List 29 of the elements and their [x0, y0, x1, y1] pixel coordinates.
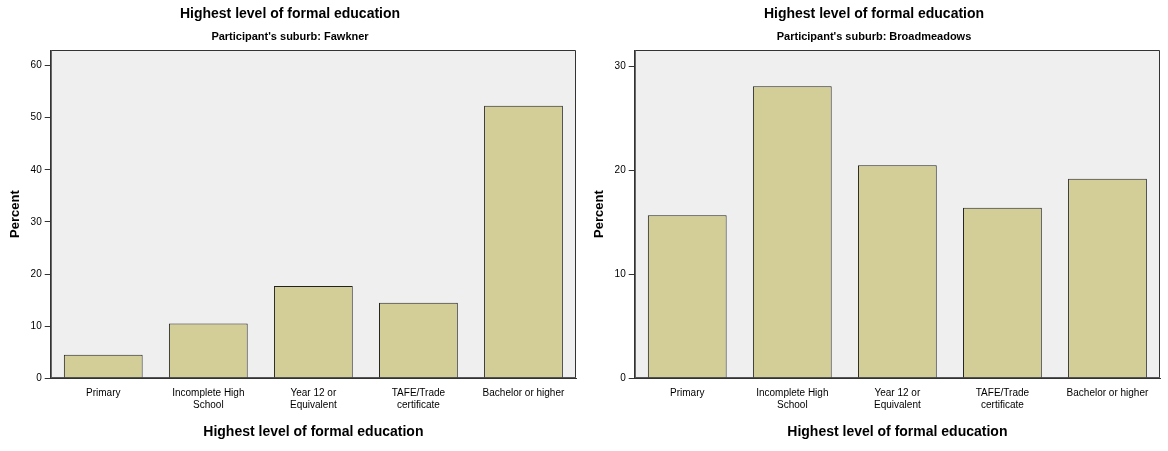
x-tick-label: Bachelor or higher — [482, 386, 565, 398]
x-tick-label: Primary — [670, 386, 705, 398]
y-tick-label: 30 — [614, 60, 627, 72]
x-axis-title: Highest level of formal education — [787, 423, 1008, 440]
y-tick-label: 40 — [30, 163, 43, 175]
chart-title: Highest level of formal education — [763, 5, 985, 22]
chart-subtitle: Participant's suburb: Fawkner — [211, 30, 370, 43]
x-tick-label: Incomplete High School — [172, 386, 245, 410]
y-tick-label: 60 — [30, 59, 43, 71]
y-tick-label: 20 — [614, 164, 627, 176]
chart-title: Highest level of formal education — [179, 5, 401, 22]
x-tick-label: Bachelor or higher — [1066, 386, 1149, 398]
y-tick-label: 50 — [30, 111, 43, 123]
y-tick-label: 10 — [614, 268, 627, 280]
y-tick-label: 0 — [36, 371, 43, 383]
x-tick-label: TAFE/Trade certificate — [975, 386, 1030, 410]
x-tick-label: Year 12 or Equivalent — [874, 386, 921, 410]
y-tick-label: 10 — [30, 319, 43, 331]
x-tick-label: Primary — [86, 386, 121, 398]
y-axis-title: Percent — [591, 189, 607, 238]
x-tick-label: TAFE/Trade certificate — [391, 386, 446, 410]
y-tick-label: 0 — [620, 371, 627, 383]
chart-subtitle: Participant's suburb: Broadmeadows — [776, 30, 972, 43]
y-axis-title: Percent — [7, 189, 23, 238]
x-tick-label: Incomplete High School — [756, 386, 829, 410]
y-tick-label: 30 — [30, 215, 43, 227]
x-tick-label: Year 12 or Equivalent — [290, 386, 337, 410]
x-axis-title: Highest level of formal education — [203, 423, 424, 440]
y-tick-label: 20 — [30, 267, 43, 279]
